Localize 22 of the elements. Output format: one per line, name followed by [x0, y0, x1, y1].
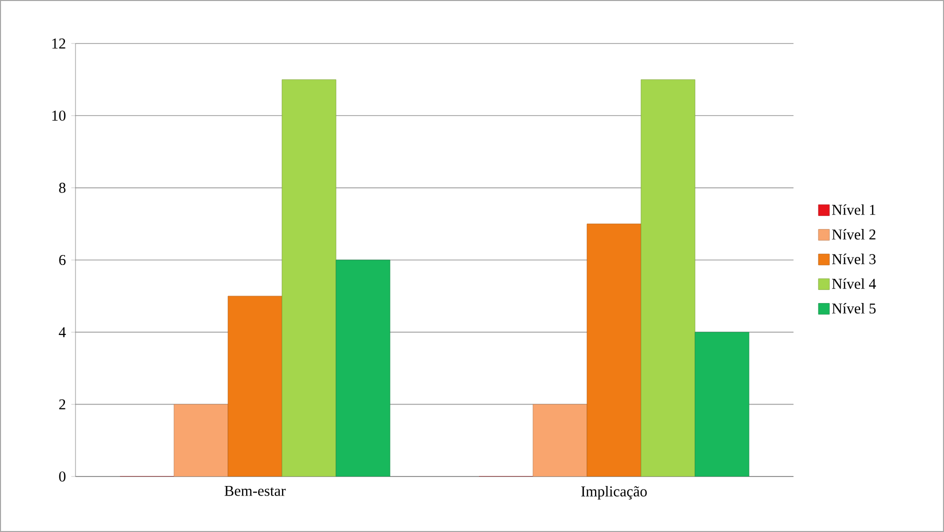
y-tick-label: 10 [52, 110, 66, 121]
bar [336, 260, 390, 476]
y-tick-label: 6 [59, 254, 66, 266]
bar [532, 404, 588, 476]
legend-label: Nível 4 [832, 278, 876, 289]
legend-label: Nível 1 [832, 204, 876, 215]
y-tick-label: 0 [59, 471, 66, 482]
bar [174, 404, 228, 476]
bar [640, 79, 696, 476]
y-tick-label: 4 [58, 327, 66, 338]
legend-label: Nível 2 [832, 228, 876, 240]
legend-label: Nível 5 [832, 302, 876, 314]
bar [586, 224, 642, 476]
legend-label: Nível 3 [832, 254, 876, 264]
bar [694, 332, 750, 476]
y-tick-label: 2 [59, 399, 66, 410]
bar [228, 296, 282, 476]
x-tick-label: Bem-estar [224, 486, 286, 496]
x-tick-label: Implicação [581, 486, 647, 500]
y-tick-label: 12 [52, 38, 66, 48]
bar [282, 79, 336, 476]
y-tick-label: 8 [59, 182, 66, 193]
